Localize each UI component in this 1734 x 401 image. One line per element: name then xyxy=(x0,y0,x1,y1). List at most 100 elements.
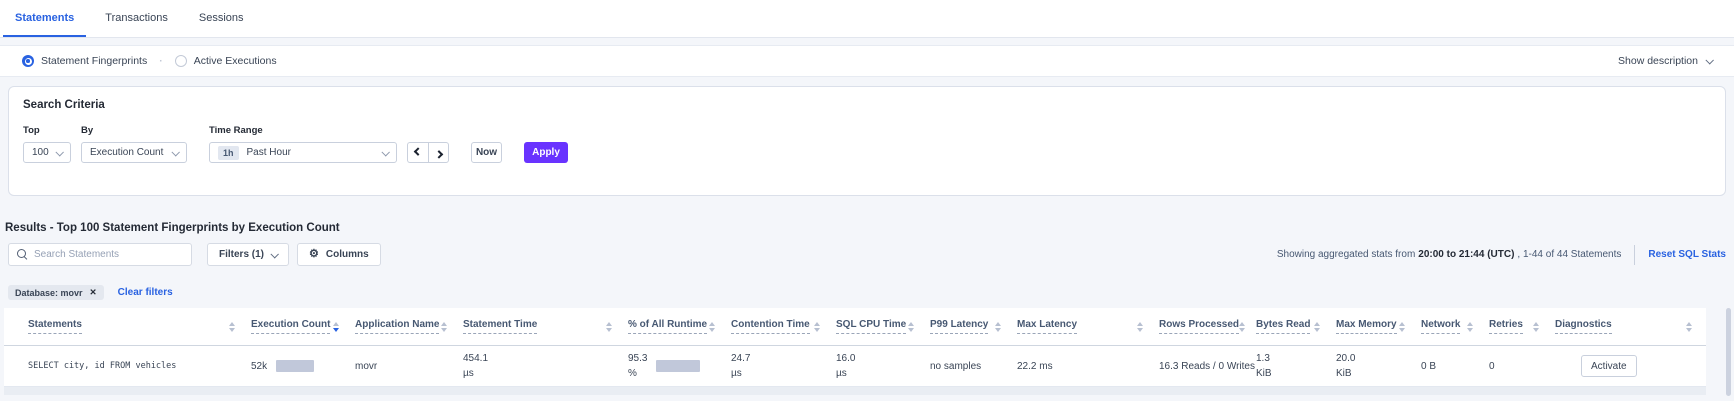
tab-sessions[interactable]: Sessions xyxy=(198,11,244,24)
max-memory-value: 20.0 xyxy=(1336,353,1356,364)
top-select[interactable]: 100 xyxy=(23,142,71,163)
show-description-toggle[interactable]: Show description xyxy=(1618,55,1714,67)
time-range-select[interactable]: 1h Past Hour xyxy=(209,142,397,163)
column-header-statements[interactable]: Statements xyxy=(4,319,251,334)
radio-statement-fingerprints[interactable]: Statement Fingerprints xyxy=(22,55,147,67)
cell-contention-time: 24.7 µs xyxy=(731,351,836,381)
column-label: Max Latency xyxy=(1017,319,1078,334)
filters-button[interactable]: Filters (1) xyxy=(207,243,290,266)
column-header-sql-cpu-time[interactable]: SQL CPU Time xyxy=(836,319,930,334)
view-toggle-bar: Statement Fingerprints · Active Executio… xyxy=(0,45,1734,77)
sql-cpu-time-unit: µs xyxy=(836,368,847,379)
column-header-application-name[interactable]: Application Name xyxy=(355,319,463,334)
tab-bar: Statements Transactions Sessions xyxy=(0,0,1734,38)
retries-value: 0 xyxy=(1489,360,1495,372)
chevron-down-icon xyxy=(55,147,64,157)
results-controls-row: Filters (1) ⚙ Columns Showing aggregated… xyxy=(8,243,1726,266)
chevron-down-icon xyxy=(381,147,390,157)
cell-p99-latency: no samples xyxy=(930,361,1017,372)
tab-transactions[interactable]: Transactions xyxy=(105,11,168,24)
cell-statement[interactable]: SELECT city, id FROM vehicles xyxy=(4,361,251,371)
cell-max-latency: 22.2 ms xyxy=(1017,361,1159,372)
top-select-value: 100 xyxy=(32,147,49,158)
search-input[interactable] xyxy=(34,249,183,260)
cell-max-memory: 20.0 KiB xyxy=(1336,351,1421,381)
cell-rows-processed: 16.3 Reads / 0 Writes xyxy=(1159,361,1256,372)
statements-table: Statements Execution Count Application N… xyxy=(4,308,1706,395)
next-time-window-button[interactable] xyxy=(428,142,449,163)
reset-sql-stats-link[interactable]: Reset SQL Stats xyxy=(1648,249,1726,260)
column-label: Contention Time xyxy=(731,319,810,334)
column-header-diagnostics[interactable]: Diagnostics xyxy=(1555,319,1706,334)
separator-dot: · xyxy=(159,55,163,67)
stats-prefix: Showing aggregated stats from xyxy=(1276,249,1416,260)
previous-time-window-button[interactable] xyxy=(407,142,428,163)
column-label: Max Memory xyxy=(1336,319,1397,334)
vertical-divider xyxy=(1634,244,1636,265)
column-header-pct-runtime[interactable]: % of All Runtime xyxy=(628,319,731,334)
column-header-retries[interactable]: Retries xyxy=(1489,319,1555,334)
execution-count-bar xyxy=(276,360,315,372)
results-title: Results - Top 100 Statement Fingerprints… xyxy=(5,222,340,234)
sort-icon xyxy=(229,321,235,332)
radio-label: Statement Fingerprints xyxy=(41,55,148,67)
column-header-statement-time[interactable]: Statement Time xyxy=(463,319,628,334)
column-label: Network xyxy=(1421,319,1461,334)
sort-icon xyxy=(441,321,447,332)
radio-selected-icon xyxy=(22,55,34,67)
column-header-contention-time[interactable]: Contention Time xyxy=(731,319,836,334)
tab-statements[interactable]: Statements xyxy=(3,0,87,37)
statement-time-unit: µs xyxy=(463,368,474,379)
column-header-p99-latency[interactable]: P99 Latency xyxy=(930,319,1017,334)
column-header-max-latency[interactable]: Max Latency xyxy=(1017,319,1159,334)
table-bottom-strip xyxy=(4,387,1706,395)
pct-runtime-value: 95.3 xyxy=(628,353,648,364)
sort-icon xyxy=(1533,321,1539,332)
cell-network: 0 B xyxy=(1421,361,1489,372)
filter-chip-database[interactable]: Database: movr ✕ xyxy=(8,285,104,300)
radio-active-executions[interactable]: Active Executions xyxy=(174,55,277,67)
close-icon[interactable]: ✕ xyxy=(89,287,97,297)
sort-icon xyxy=(1239,321,1246,332)
activate-diagnostics-button[interactable]: Activate xyxy=(1581,355,1637,377)
column-header-network[interactable]: Network xyxy=(1421,319,1489,334)
sort-icon xyxy=(814,321,820,332)
gear-icon: ⚙ xyxy=(309,248,319,260)
search-criteria-title: Search Criteria xyxy=(23,99,105,111)
bytes-read-unit: KiB xyxy=(1256,368,1272,379)
column-header-bytes-read[interactable]: Bytes Read xyxy=(1256,319,1336,334)
aggregated-stats-text: Showing aggregated stats from 20:00 to 2… xyxy=(1277,249,1622,260)
stats-suffix: , 1-44 of 44 Statements xyxy=(1517,249,1622,260)
by-select[interactable]: Execution Count xyxy=(81,142,187,163)
cell-sql-cpu-time: 16.0 µs xyxy=(836,351,930,381)
top-group: Top 100 xyxy=(23,125,71,163)
time-range-group: Time Range 1h Past Hour xyxy=(209,125,397,163)
now-button[interactable]: Now xyxy=(471,142,502,163)
time-range-value: Past Hour xyxy=(246,147,291,158)
apply-button[interactable]: Apply xyxy=(524,142,568,163)
vertical-scrollbar[interactable] xyxy=(1726,308,1731,396)
time-range-label: Time Range xyxy=(209,125,263,136)
cell-application-name: movr xyxy=(355,361,463,372)
cell-pct-runtime: 95.3% xyxy=(628,351,731,381)
max-memory-unit: KiB xyxy=(1336,368,1352,379)
by-select-value: Execution Count xyxy=(90,147,164,158)
show-description-label: Show description xyxy=(1618,55,1698,67)
column-header-max-memory[interactable]: Max Memory xyxy=(1336,319,1421,334)
chevron-down-icon xyxy=(171,147,180,157)
column-header-rows-processed[interactable]: Rows Processed xyxy=(1159,319,1256,334)
table-row[interactable]: SELECT city, id FROM vehicles 52k movr 4… xyxy=(4,346,1706,387)
time-range-badge: 1h xyxy=(218,145,239,160)
chevron-down-icon xyxy=(270,249,279,259)
filters-label: Filters (1) xyxy=(219,249,265,260)
by-group: By Execution Count xyxy=(81,125,187,163)
statement-time-value: 454.1 xyxy=(463,353,489,364)
clear-filters-link[interactable]: Clear filters xyxy=(117,287,173,298)
max-latency-value: 22.2 ms xyxy=(1017,360,1053,372)
cell-retries: 0 xyxy=(1489,361,1555,372)
cell-statement-time: 454.1 µs xyxy=(463,351,628,381)
columns-button[interactable]: ⚙ Columns xyxy=(297,243,381,266)
column-header-execution-count[interactable]: Execution Count xyxy=(251,319,355,334)
column-label: Statement Time xyxy=(463,319,538,334)
